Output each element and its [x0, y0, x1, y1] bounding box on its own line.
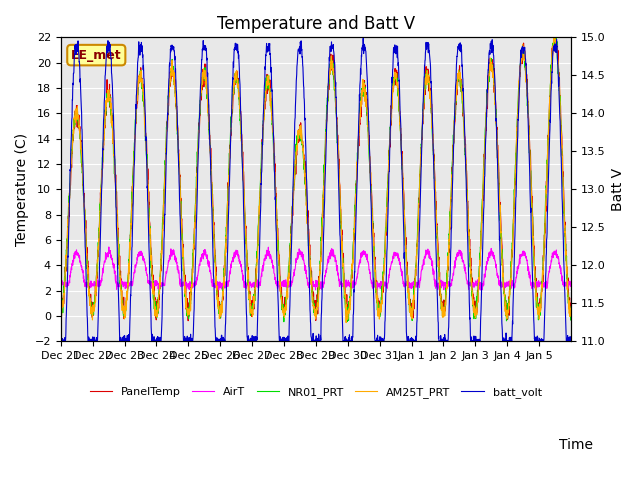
- batt_volt: [57, 335, 65, 340]
- PanelTemp: [560, 204, 568, 209]
- batt_volt: [359, 36, 367, 41]
- Line: batt_volt: batt_volt: [61, 38, 571, 341]
- AM25T_PRT: [469, 297, 477, 303]
- AirT: [105, 244, 113, 250]
- batt_volt: [58, 338, 65, 344]
- PanelTemp: [57, 304, 65, 310]
- NR01_PRT: [280, 319, 288, 324]
- AirT: [567, 280, 575, 286]
- NR01_PRT: [567, 304, 575, 310]
- NR01_PRT: [498, 262, 506, 268]
- AirT: [560, 284, 568, 289]
- AirT: [469, 282, 477, 288]
- batt_volt: [470, 334, 477, 339]
- AM25T_PRT: [560, 207, 568, 213]
- AirT: [57, 277, 65, 283]
- AM25T_PRT: [498, 257, 506, 263]
- Legend: PanelTemp, AirT, NR01_PRT, AM25T_PRT, batt_volt: PanelTemp, AirT, NR01_PRT, AM25T_PRT, ba…: [86, 383, 546, 403]
- batt_volt: [567, 338, 575, 344]
- AM25T_PRT: [567, 306, 575, 312]
- AirT: [499, 281, 506, 287]
- AirT: [346, 281, 354, 287]
- PanelTemp: [567, 305, 575, 311]
- AM25T_PRT: [346, 300, 354, 305]
- Text: Time: Time: [559, 438, 593, 452]
- Text: EE_met: EE_met: [71, 48, 122, 61]
- NR01_PRT: [560, 209, 568, 215]
- AirT: [108, 257, 116, 263]
- AM25T_PRT: [342, 320, 350, 325]
- PanelTemp: [551, 30, 559, 36]
- Line: NR01_PRT: NR01_PRT: [61, 33, 571, 322]
- batt_volt: [108, 76, 116, 82]
- AirT: [477, 287, 484, 293]
- batt_volt: [560, 267, 568, 273]
- batt_volt: [346, 338, 354, 344]
- Line: AirT: AirT: [61, 247, 571, 290]
- PanelTemp: [469, 293, 477, 299]
- NR01_PRT: [346, 295, 354, 301]
- Line: AM25T_PRT: AM25T_PRT: [61, 36, 571, 323]
- NR01_PRT: [108, 110, 116, 116]
- AM25T_PRT: [550, 33, 558, 38]
- NR01_PRT: [218, 302, 226, 308]
- NR01_PRT: [57, 306, 65, 312]
- Y-axis label: Batt V: Batt V: [611, 168, 625, 211]
- Title: Temperature and Batt V: Temperature and Batt V: [217, 15, 415, 33]
- PanelTemp: [498, 243, 506, 249]
- AM25T_PRT: [218, 310, 226, 316]
- AM25T_PRT: [108, 113, 116, 119]
- Line: PanelTemp: PanelTemp: [61, 33, 571, 321]
- PanelTemp: [108, 115, 116, 120]
- PanelTemp: [346, 293, 354, 299]
- AM25T_PRT: [57, 313, 65, 319]
- AirT: [218, 280, 226, 286]
- PanelTemp: [218, 302, 226, 308]
- batt_volt: [499, 327, 506, 333]
- batt_volt: [218, 338, 226, 344]
- NR01_PRT: [552, 30, 559, 36]
- NR01_PRT: [469, 302, 477, 308]
- PanelTemp: [184, 318, 192, 324]
- Y-axis label: Temperature (C): Temperature (C): [15, 133, 29, 246]
